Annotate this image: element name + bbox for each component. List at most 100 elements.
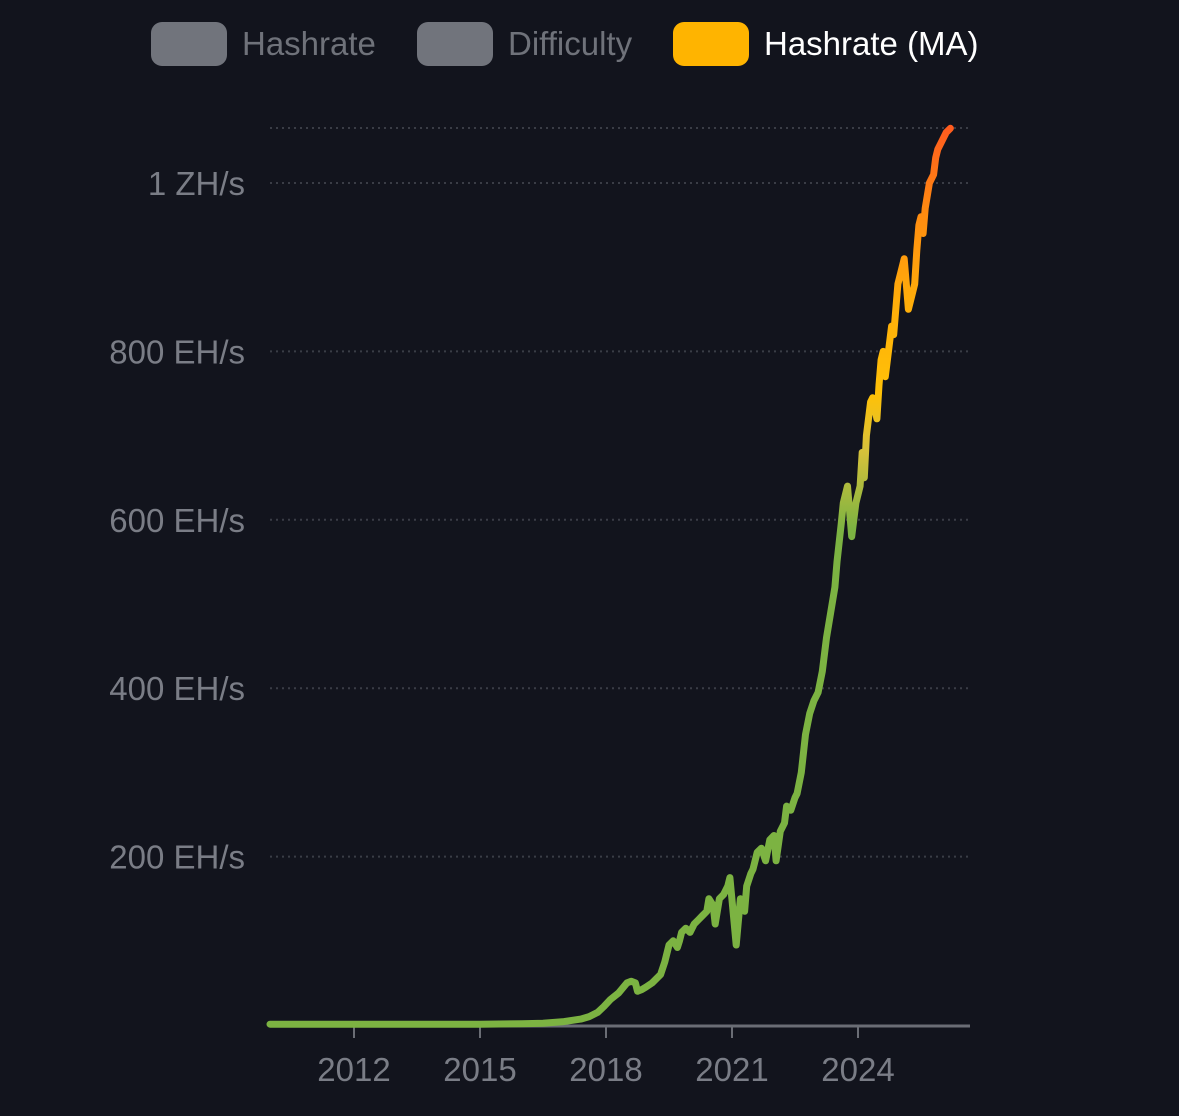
legend-item-hashrate[interactable]: Hashrate (151, 22, 376, 66)
data-point (763, 858, 769, 864)
data-point (918, 214, 924, 220)
data-point (811, 698, 817, 704)
y-tick-label: 400 EH/s (109, 670, 245, 707)
data-point (750, 866, 756, 872)
data-point (792, 795, 798, 801)
data-point (632, 980, 638, 986)
data-point (662, 959, 668, 965)
legend-label-difficulty: Difficulty (508, 25, 633, 62)
data-point (679, 929, 685, 935)
data-point (912, 281, 918, 287)
data-point (788, 807, 794, 813)
data-point (901, 256, 907, 262)
legend: Hashrate Difficulty Hashrate (MA) (0, 0, 1179, 92)
legend-item-hashrate-ma[interactable]: Hashrate (MA) (673, 22, 979, 66)
data-point (737, 896, 743, 902)
data-point (859, 449, 865, 455)
data-point (721, 892, 727, 897)
data-point (861, 475, 867, 481)
data-point (798, 769, 804, 775)
data-point (586, 1014, 592, 1020)
data-point (595, 1009, 601, 1015)
data-point (744, 883, 750, 889)
legend-label-hashrate-ma: Hashrate (MA) (764, 25, 979, 62)
data-point (519, 1021, 525, 1027)
data-point (643, 984, 649, 990)
y-tick-label: 200 EH/s (109, 839, 245, 876)
data-point (905, 306, 911, 312)
data-point (868, 399, 874, 405)
data-point (832, 584, 838, 590)
data-point (916, 222, 922, 228)
data-point (666, 942, 672, 948)
data-point (624, 980, 630, 986)
legend-swatch-difficulty (417, 22, 493, 66)
data-point (857, 483, 863, 489)
legend-item-difficulty[interactable]: Difficulty (417, 22, 632, 66)
data-point (628, 978, 634, 984)
data-point (882, 374, 888, 380)
data-point (658, 972, 664, 977)
data-point (773, 858, 779, 864)
data-point (716, 896, 722, 902)
data-point (807, 711, 813, 716)
data-point (649, 980, 655, 986)
y-tick-label: 800 EH/s (109, 333, 245, 370)
data-point (771, 833, 777, 838)
data-point (891, 332, 897, 338)
data-point (819, 668, 825, 674)
data-point (767, 837, 773, 843)
data-point (733, 942, 739, 948)
data-point (742, 908, 748, 914)
data-point (393, 1021, 399, 1027)
data-point (880, 348, 886, 354)
y-tick-label: 600 EH/s (109, 502, 245, 539)
data-point (840, 500, 846, 506)
data-point (674, 945, 680, 950)
data-point (758, 845, 764, 851)
data-point (876, 382, 882, 388)
data-point (700, 913, 706, 918)
data-point (838, 521, 844, 527)
data-point (601, 1004, 607, 1009)
data-point (887, 340, 892, 346)
data-point (727, 875, 733, 881)
data-point (683, 925, 689, 931)
data-point (914, 247, 920, 253)
legend-label-hashrate: Hashrate (242, 25, 376, 62)
data-point (935, 146, 941, 152)
data-point (782, 820, 787, 826)
data-point (863, 433, 869, 439)
data-point (267, 1021, 273, 1027)
data-point (777, 828, 783, 834)
data-point (941, 134, 947, 140)
data-point (635, 988, 640, 994)
x-tick-label: 2018 (569, 1051, 642, 1088)
data-point (874, 416, 880, 422)
data-point (939, 138, 945, 144)
data-point (931, 172, 937, 178)
data-point (910, 290, 916, 295)
data-point (947, 125, 953, 131)
x-tick-label: 2024 (821, 1051, 894, 1088)
data-point (853, 500, 859, 506)
data-point (607, 997, 613, 1003)
data-point (895, 281, 901, 287)
data-point (706, 896, 712, 902)
data-point (828, 609, 834, 615)
data-point (578, 1016, 584, 1022)
data-point (687, 929, 693, 935)
data-point (845, 483, 850, 489)
data-point (933, 155, 939, 161)
data-point (540, 1020, 546, 1026)
data-point (704, 908, 710, 914)
data-point (477, 1021, 483, 1027)
data-point (725, 883, 731, 889)
data-point (922, 205, 928, 211)
data-point (926, 180, 932, 186)
data-point (748, 870, 754, 876)
data-point (712, 921, 718, 927)
y-tick-label: 1 ZH/s (148, 165, 245, 202)
